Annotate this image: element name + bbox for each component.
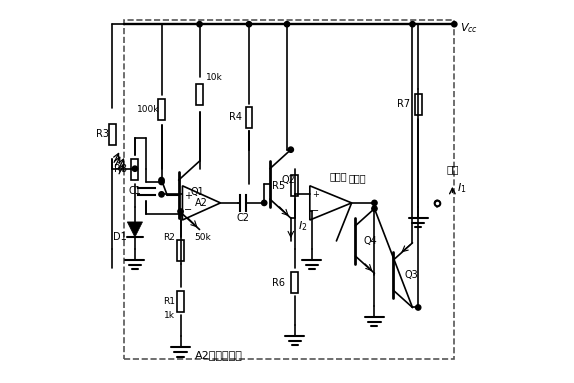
Bar bbox=[108, 124, 115, 145]
Circle shape bbox=[372, 200, 377, 206]
Text: Q3: Q3 bbox=[405, 270, 418, 280]
Text: 比较器: 比较器 bbox=[348, 173, 366, 183]
Bar bbox=[196, 84, 203, 105]
Circle shape bbox=[159, 192, 164, 197]
Text: R5: R5 bbox=[272, 181, 285, 191]
Text: $I_2$: $I_2$ bbox=[298, 219, 308, 232]
Text: Q4: Q4 bbox=[363, 236, 377, 246]
Bar bbox=[131, 159, 138, 180]
Bar bbox=[177, 240, 184, 261]
Text: −: − bbox=[184, 205, 192, 214]
Bar bbox=[291, 175, 298, 196]
Text: 50k: 50k bbox=[194, 232, 211, 242]
Circle shape bbox=[178, 209, 183, 214]
Circle shape bbox=[452, 21, 457, 27]
Text: C1: C1 bbox=[129, 187, 141, 196]
Text: D1: D1 bbox=[113, 232, 126, 242]
Text: Q2: Q2 bbox=[281, 175, 295, 185]
Circle shape bbox=[159, 177, 164, 183]
Circle shape bbox=[416, 305, 421, 310]
Bar bbox=[246, 107, 253, 128]
Circle shape bbox=[262, 200, 267, 206]
Text: +: + bbox=[184, 191, 192, 201]
Circle shape bbox=[132, 166, 138, 171]
Bar bbox=[291, 272, 298, 293]
Text: −: − bbox=[312, 206, 320, 216]
Text: A2运算放大器: A2运算放大器 bbox=[195, 350, 242, 360]
Text: 1k: 1k bbox=[164, 311, 175, 319]
Polygon shape bbox=[127, 222, 142, 237]
Text: 比较器: 比较器 bbox=[329, 171, 347, 181]
Text: R4: R4 bbox=[229, 112, 242, 122]
Text: $V_{cc}$: $V_{cc}$ bbox=[460, 21, 478, 35]
Text: A2: A2 bbox=[195, 198, 208, 208]
Text: R8: R8 bbox=[114, 164, 126, 174]
Text: R6: R6 bbox=[272, 278, 285, 288]
Text: Q1: Q1 bbox=[190, 187, 204, 196]
Circle shape bbox=[246, 21, 251, 27]
Circle shape bbox=[288, 147, 293, 152]
Text: 100k: 100k bbox=[137, 105, 160, 114]
Bar bbox=[177, 291, 184, 312]
Circle shape bbox=[435, 200, 440, 206]
Circle shape bbox=[284, 21, 290, 27]
Text: R2: R2 bbox=[163, 232, 175, 242]
Circle shape bbox=[159, 179, 164, 185]
Bar bbox=[415, 93, 421, 115]
Text: R1: R1 bbox=[163, 297, 175, 306]
Text: C2: C2 bbox=[236, 213, 250, 223]
Text: R3: R3 bbox=[96, 129, 109, 139]
Bar bbox=[158, 99, 165, 120]
Text: R7: R7 bbox=[397, 99, 410, 109]
Circle shape bbox=[197, 21, 202, 27]
Text: 输出: 输出 bbox=[447, 164, 459, 173]
Bar bbox=[123, 20, 454, 359]
Circle shape bbox=[410, 21, 415, 27]
Text: 10k: 10k bbox=[207, 73, 223, 82]
Text: +: + bbox=[312, 190, 319, 199]
Text: $I_1$: $I_1$ bbox=[457, 181, 467, 195]
Circle shape bbox=[372, 206, 377, 211]
